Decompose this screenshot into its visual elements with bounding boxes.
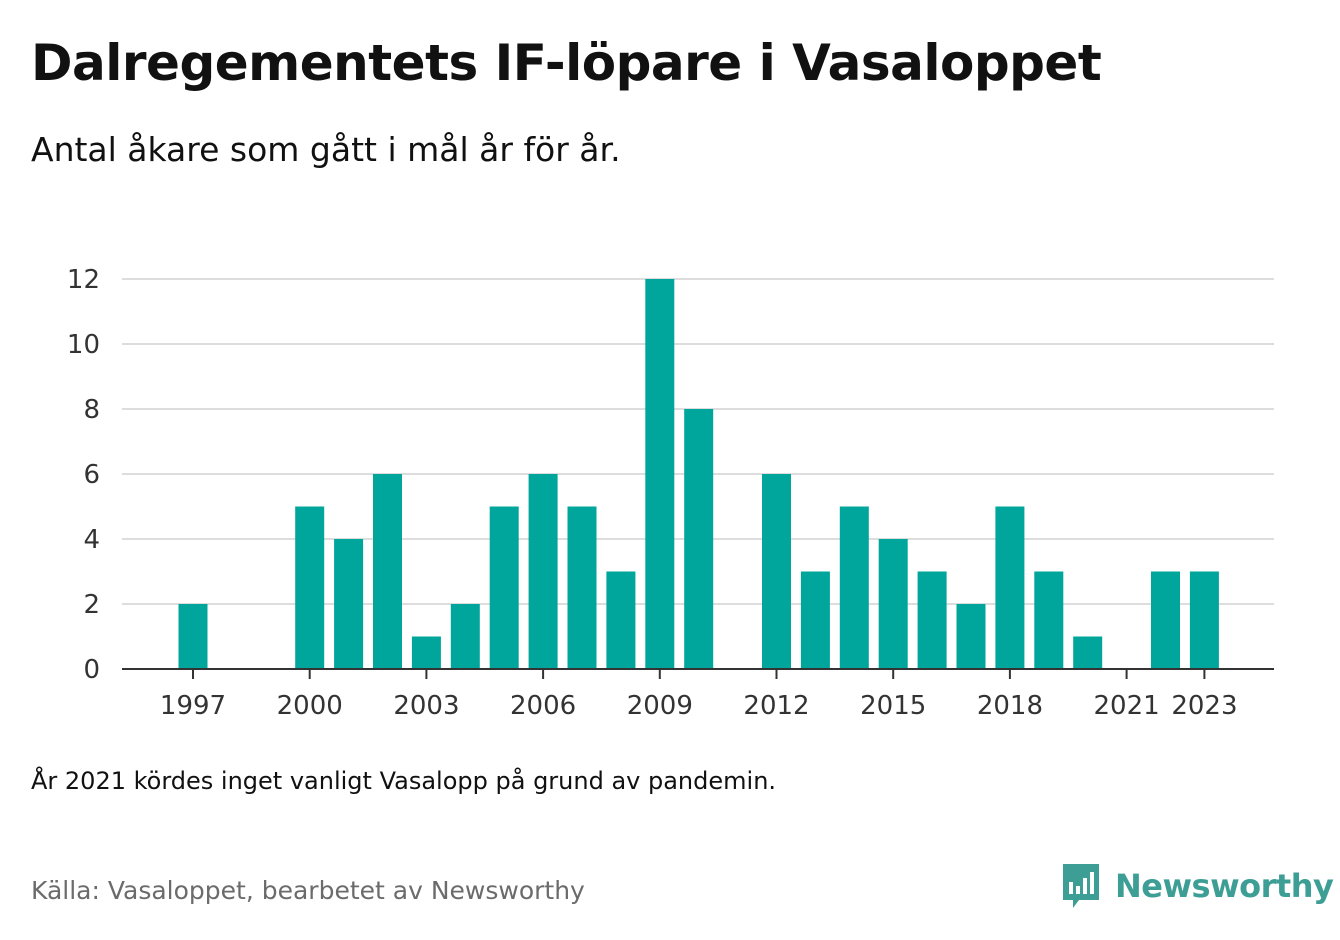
x-tick-label: 2012 [743,691,809,721]
x-tick-label: 2021 [1094,691,1160,721]
bar-2012 [762,474,791,669]
bar-2009 [645,279,675,669]
bar-2013 [800,571,830,669]
x-tick-label: 1997 [160,691,226,721]
bar-2002 [373,474,402,669]
y-tick-label: 12 [67,265,100,295]
x-tick-label: 2006 [510,691,576,721]
bar-2016 [917,571,947,669]
y-tick-label: 2 [83,590,100,620]
bar-2005 [489,506,519,669]
bar-2004 [450,604,480,669]
bar-2008 [606,571,636,669]
x-tick-label: 2003 [393,691,459,721]
bar-2019 [1034,571,1064,669]
brand-logo[interactable]: Newsworthy [1061,861,1334,911]
x-tick-label: 2000 [277,691,343,721]
x-tick-label: 2018 [977,691,1043,721]
brand-name: Newsworthy [1115,867,1334,905]
x-tick-label: 2023 [1171,691,1237,721]
chart-title: Dalregementets IF-löpare i Vasaloppet [31,34,1102,92]
y-tick-label: 4 [83,525,100,555]
y-tick-label: 0 [83,655,100,685]
bar-2020 [1073,636,1103,669]
bar-2001 [334,539,364,669]
chart-note: År 2021 kördes inget vanligt Vasalopp på… [31,767,777,795]
bar-2007 [567,506,597,669]
bar-2023 [1189,571,1219,669]
bar-2022 [1151,571,1180,669]
x-tick-label: 2009 [627,691,693,721]
chart-subtitle: Antal åkare som gått i mål år för år. [31,130,621,169]
bar-2003 [411,636,441,669]
source-text: Källa: Vasaloppet, bearbetet av Newswort… [31,876,585,905]
bars [178,279,1219,669]
axes: 0 2 4 6 8 10 12 1997 2000 2003 2006 2009 2012 2015 201… [67,265,1274,721]
newsworthy-logo-icon [1063,864,1099,908]
y-tick-label: 8 [83,395,100,425]
bar-2010 [684,409,714,669]
bar-2014 [839,506,869,669]
y-tick-label: 10 [67,330,100,360]
bar-2017 [956,604,986,669]
bar-2018 [995,506,1025,669]
bar-2015 [878,539,908,669]
y-tick-label: 6 [83,460,100,490]
bar-2006 [528,474,558,669]
bar-2000 [295,506,325,669]
bar-1997 [178,604,208,669]
x-tick-label: 2015 [860,691,926,721]
